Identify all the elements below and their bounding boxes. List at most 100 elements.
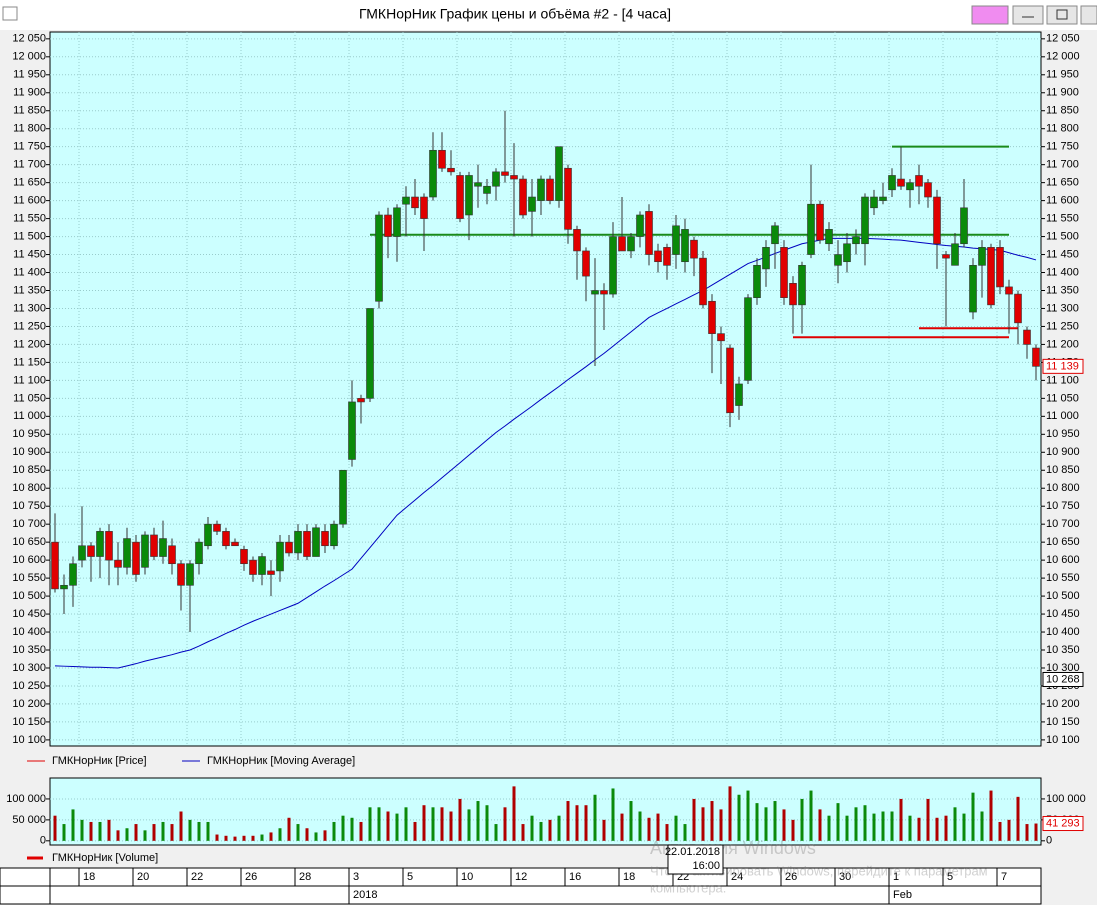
candle-body <box>78 545 86 561</box>
y-tick-label: 11 800 <box>1046 123 1079 135</box>
volume-bar <box>521 824 525 841</box>
y-tick-label: 10 750 <box>12 500 46 512</box>
volume-bar <box>431 807 435 841</box>
close-button[interactable] <box>1080 5 1097 25</box>
candle-body <box>294 531 302 554</box>
volume-bar <box>818 809 822 841</box>
candle-body <box>1023 329 1031 345</box>
candle-body <box>411 196 419 209</box>
y-tick-label: 10 650 <box>12 536 46 548</box>
volume-bar <box>755 803 759 841</box>
y-tick-label: 10 400 <box>1046 626 1080 638</box>
y-tick-label: 50 000 <box>12 814 46 826</box>
y-tick-label: 10 600 <box>1046 554 1080 566</box>
volume-bar <box>1016 796 1020 841</box>
candle-body <box>591 290 599 295</box>
volume-bar <box>899 798 903 841</box>
volume-bar <box>224 835 228 841</box>
volume-bar <box>395 813 399 841</box>
tooltip-date: 22.01.2018 <box>665 846 720 858</box>
volume-bar <box>197 821 201 841</box>
volume-bar <box>602 819 606 841</box>
volume-bar <box>215 834 219 841</box>
candle-body <box>474 182 482 187</box>
candle-body <box>969 265 977 313</box>
y-tick-label: 11 300 <box>1046 302 1079 314</box>
y-tick-label: 0 <box>1046 835 1052 847</box>
y-tick-label: 11 700 <box>1046 159 1079 171</box>
candle-body <box>528 196 536 212</box>
y-tick-label: 10 550 <box>1046 572 1080 584</box>
volume-bar <box>908 815 912 841</box>
volume-bar <box>467 809 471 841</box>
candle-body <box>492 171 500 187</box>
volume-bar <box>800 798 804 841</box>
y-tick-label: 11 100 <box>1046 374 1079 386</box>
y-tick-label: 11 050 <box>1046 392 1079 404</box>
y-tick-label: 10 800 <box>12 482 46 494</box>
candle-body <box>222 531 230 547</box>
candle-body <box>915 175 923 187</box>
volume-bar <box>917 817 921 841</box>
volume-bar <box>494 824 498 841</box>
volume-bar <box>359 821 363 841</box>
y-tick-label: 12 050 <box>12 33 46 45</box>
volume-bar <box>791 819 795 841</box>
candle-body <box>51 541 59 590</box>
volume-bar <box>620 813 624 841</box>
volume-bar <box>278 828 282 841</box>
y-tick-label: 10 500 <box>12 590 46 602</box>
date-label: 30 <box>839 871 851 883</box>
candle-body <box>978 247 986 266</box>
candle-body <box>843 243 851 263</box>
date-label: 7 <box>1001 871 1007 883</box>
y-tick-label: 10 200 <box>12 698 46 710</box>
minimize-button[interactable] <box>1012 5 1044 25</box>
date-label: 12 <box>515 871 527 883</box>
date-label: 26 <box>245 871 257 883</box>
candle-body <box>69 563 77 586</box>
candle-body <box>483 185 491 194</box>
y-tick-label: 10 550 <box>12 572 46 584</box>
candle-body <box>330 523 338 547</box>
candle-body <box>708 300 716 334</box>
date-label: 18 <box>83 871 95 883</box>
y-tick-label: 11 900 <box>1046 87 1079 99</box>
y-tick-label: 10 950 <box>1046 428 1080 440</box>
restore-button[interactable] <box>1046 5 1078 25</box>
candle-body <box>852 236 860 245</box>
volume-bar <box>386 811 390 841</box>
y-tick-label: 11 150 <box>13 356 46 368</box>
volume-bar <box>764 807 768 841</box>
volume-bar <box>836 803 840 841</box>
volume-bar <box>287 817 291 841</box>
date-label: 24 <box>731 871 743 883</box>
pin-button[interactable] <box>971 5 1009 25</box>
y-tick-label: 11 900 <box>13 87 46 99</box>
y-tick-label: 10 600 <box>12 554 46 566</box>
last-volume-box <box>1042 816 1084 832</box>
y-tick-label: 10 150 <box>12 716 46 728</box>
candle-body <box>798 265 806 306</box>
candle-body <box>555 146 563 201</box>
volume-bar <box>575 805 579 841</box>
candle-body <box>456 175 464 219</box>
date-label: 1 <box>893 871 899 883</box>
volume-bar <box>1025 824 1029 841</box>
candle-body <box>573 229 581 252</box>
watermark-line: компьютера. <box>650 880 726 895</box>
candle-body <box>546 178 554 201</box>
volume-bar <box>251 835 255 841</box>
candle-body <box>510 175 518 180</box>
volume-bar <box>323 830 327 841</box>
candle-body <box>60 584 68 590</box>
candle-body <box>267 570 275 575</box>
y-tick-label: 10 300 <box>1046 662 1080 674</box>
volume-bar <box>719 809 723 841</box>
volume-bar <box>404 807 408 841</box>
candle-body <box>303 531 311 557</box>
candle-body <box>393 207 401 237</box>
volume-bar <box>71 809 75 841</box>
